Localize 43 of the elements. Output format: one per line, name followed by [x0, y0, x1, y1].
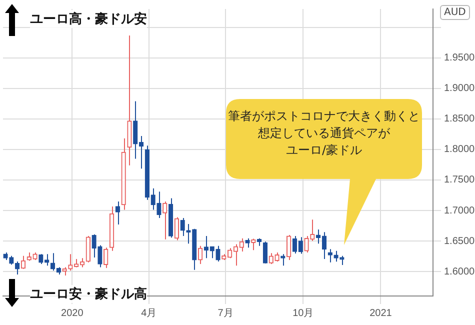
y-axis-title: AUD [440, 5, 470, 20]
y-tick-label: 1.7500 [444, 174, 475, 186]
x-tick-label: 7月 [218, 308, 234, 319]
candlestick [198, 245, 203, 265]
candlestick [328, 248, 332, 263]
candlestick [92, 234, 96, 258]
y-tick-label: 1.9500 [444, 52, 475, 64]
candlestick [115, 201, 120, 225]
candlestick [104, 247, 108, 268]
candlestick [162, 201, 168, 240]
x-tick-label: 2020 [61, 308, 84, 319]
candlestick [334, 250, 338, 262]
candlestick [262, 241, 268, 264]
candlestick [180, 218, 185, 237]
y-tick-label: 1.6000 [444, 266, 475, 278]
candlestick [216, 245, 220, 262]
x-tick-label: 4月 [141, 308, 157, 319]
y-tick-label: 1.8000 [444, 144, 475, 156]
candlestick [68, 254, 73, 272]
candlestick [38, 254, 44, 265]
candlestick [340, 255, 344, 266]
candlestick [286, 234, 292, 260]
x-tick-label: 10月 [292, 308, 314, 319]
candlestick [20, 255, 26, 270]
candlestick [310, 219, 315, 242]
candlestick [245, 238, 250, 248]
candlestick [86, 236, 90, 263]
annotation: 筆者がポストコロナで大きく動くと [228, 108, 420, 125]
candlestick [98, 244, 102, 268]
candlestick [268, 252, 274, 265]
annotation: 想定している通貨ペアが [257, 125, 391, 142]
y-tick-label: 1.9000 [444, 83, 475, 94]
candlestick [304, 236, 309, 254]
annotation: ユーロ高・豪ドル安 [30, 10, 147, 28]
y-tick-label: 1.8500 [444, 114, 475, 125]
y-tick-label: 1.6500 [444, 236, 475, 247]
y-tick-label: 1.7000 [444, 205, 475, 216]
candlestick [174, 216, 180, 241]
annotation: ユーロ安・豪ドル高 [30, 285, 147, 303]
x-tick-label: 2021 [370, 308, 392, 319]
candlestick [15, 260, 20, 276]
annotation: ユーロ/豪ドル [284, 142, 364, 159]
candlestick [156, 191, 162, 219]
